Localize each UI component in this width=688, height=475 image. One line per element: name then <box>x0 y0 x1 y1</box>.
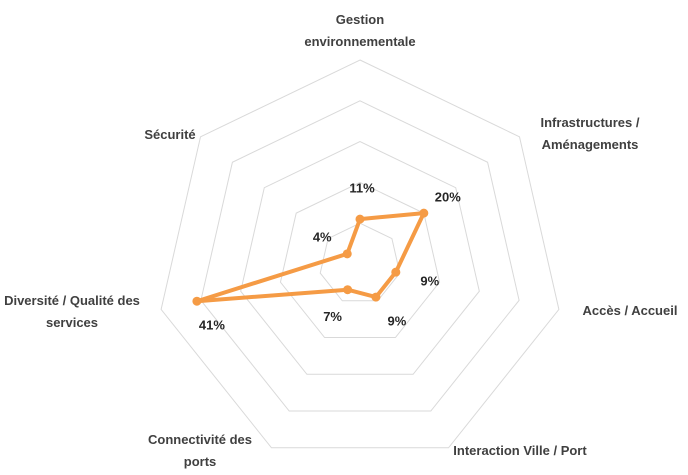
category-label: Interaction Ville / Port <box>453 443 587 458</box>
point <box>391 267 401 277</box>
series-line <box>194 211 426 304</box>
point <box>342 249 352 259</box>
data-label: 7% <box>323 309 342 324</box>
category-label: Accès / Accueil <box>582 303 678 318</box>
point <box>355 214 365 224</box>
data-label: 9% <box>420 274 439 289</box>
category-label: Sécurité <box>144 127 196 142</box>
point <box>419 208 429 218</box>
point <box>343 285 353 295</box>
grid-ring <box>319 222 401 302</box>
data-label: 4% <box>313 229 332 244</box>
grid-ring <box>240 141 480 375</box>
category-label: Infrastructures / Aménagements <box>540 115 640 152</box>
data-label: 9% <box>388 314 407 329</box>
grid-ring <box>279 181 441 339</box>
category-label: Gestion environnementale <box>304 12 416 49</box>
data-label: 11% <box>349 181 375 196</box>
point <box>192 296 202 306</box>
grid-ring <box>200 100 520 412</box>
point <box>371 292 381 302</box>
category-label: Diversité / Qualité des services <box>4 293 140 330</box>
data-label: 41% <box>199 318 225 333</box>
category-label: Connectivité des ports <box>147 432 253 469</box>
data-label: 20% <box>435 190 461 205</box>
grid-ring <box>160 59 560 449</box>
